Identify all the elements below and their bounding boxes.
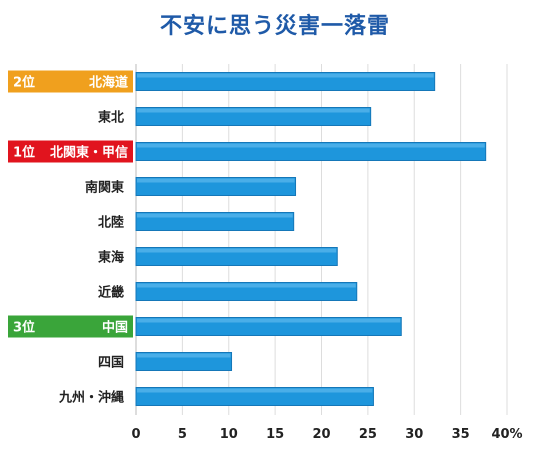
bar-highlight	[137, 318, 401, 323]
category-label: 南関東	[85, 180, 124, 196]
x-tick-label: 40%	[491, 427, 522, 442]
category-label: 東海	[98, 250, 124, 266]
category-label: 北海道	[89, 75, 128, 91]
rank-text: 2位	[13, 75, 35, 91]
rank-badge	[8, 140, 133, 163]
x-tick-label: 20	[312, 427, 330, 442]
rank-badge	[8, 315, 133, 338]
category-label: 四国	[98, 356, 124, 371]
x-tick-label: 30	[405, 427, 423, 442]
bar-highlight	[137, 248, 337, 253]
bar-highlight	[137, 283, 356, 288]
bar-highlight	[137, 353, 231, 358]
category-label: 九州・沖縄	[58, 390, 124, 406]
category-label: 中国	[102, 320, 128, 336]
x-tick-label: 35	[452, 427, 470, 442]
rank-badge	[8, 70, 133, 93]
x-tick-label: 5	[178, 427, 187, 442]
bar-highlight	[137, 143, 485, 148]
category-label: 北陸	[98, 215, 124, 231]
bar-highlight	[137, 73, 434, 78]
x-tick-label: 15	[266, 427, 284, 442]
bar-highlight	[137, 178, 295, 183]
x-axis-ticks: 0 5 10 15 20 25 30 35 40%	[131, 427, 522, 442]
chart-title: 不安に思う災害一落雷	[159, 14, 390, 39]
bar-highlight	[137, 108, 370, 113]
category-label: 東北	[98, 110, 124, 126]
bars	[135, 72, 487, 406]
x-tick-label: 10	[220, 427, 238, 442]
bar-highlight	[137, 213, 293, 218]
rank-text: 1位	[13, 145, 35, 161]
x-tick-label: 25	[359, 427, 377, 442]
rank-text: 3位	[13, 320, 35, 336]
x-tick-label: 0	[131, 427, 140, 442]
category-label: 北関東・甲信	[50, 145, 128, 161]
category-label: 近畿	[98, 285, 124, 301]
bar-highlight	[137, 388, 373, 393]
